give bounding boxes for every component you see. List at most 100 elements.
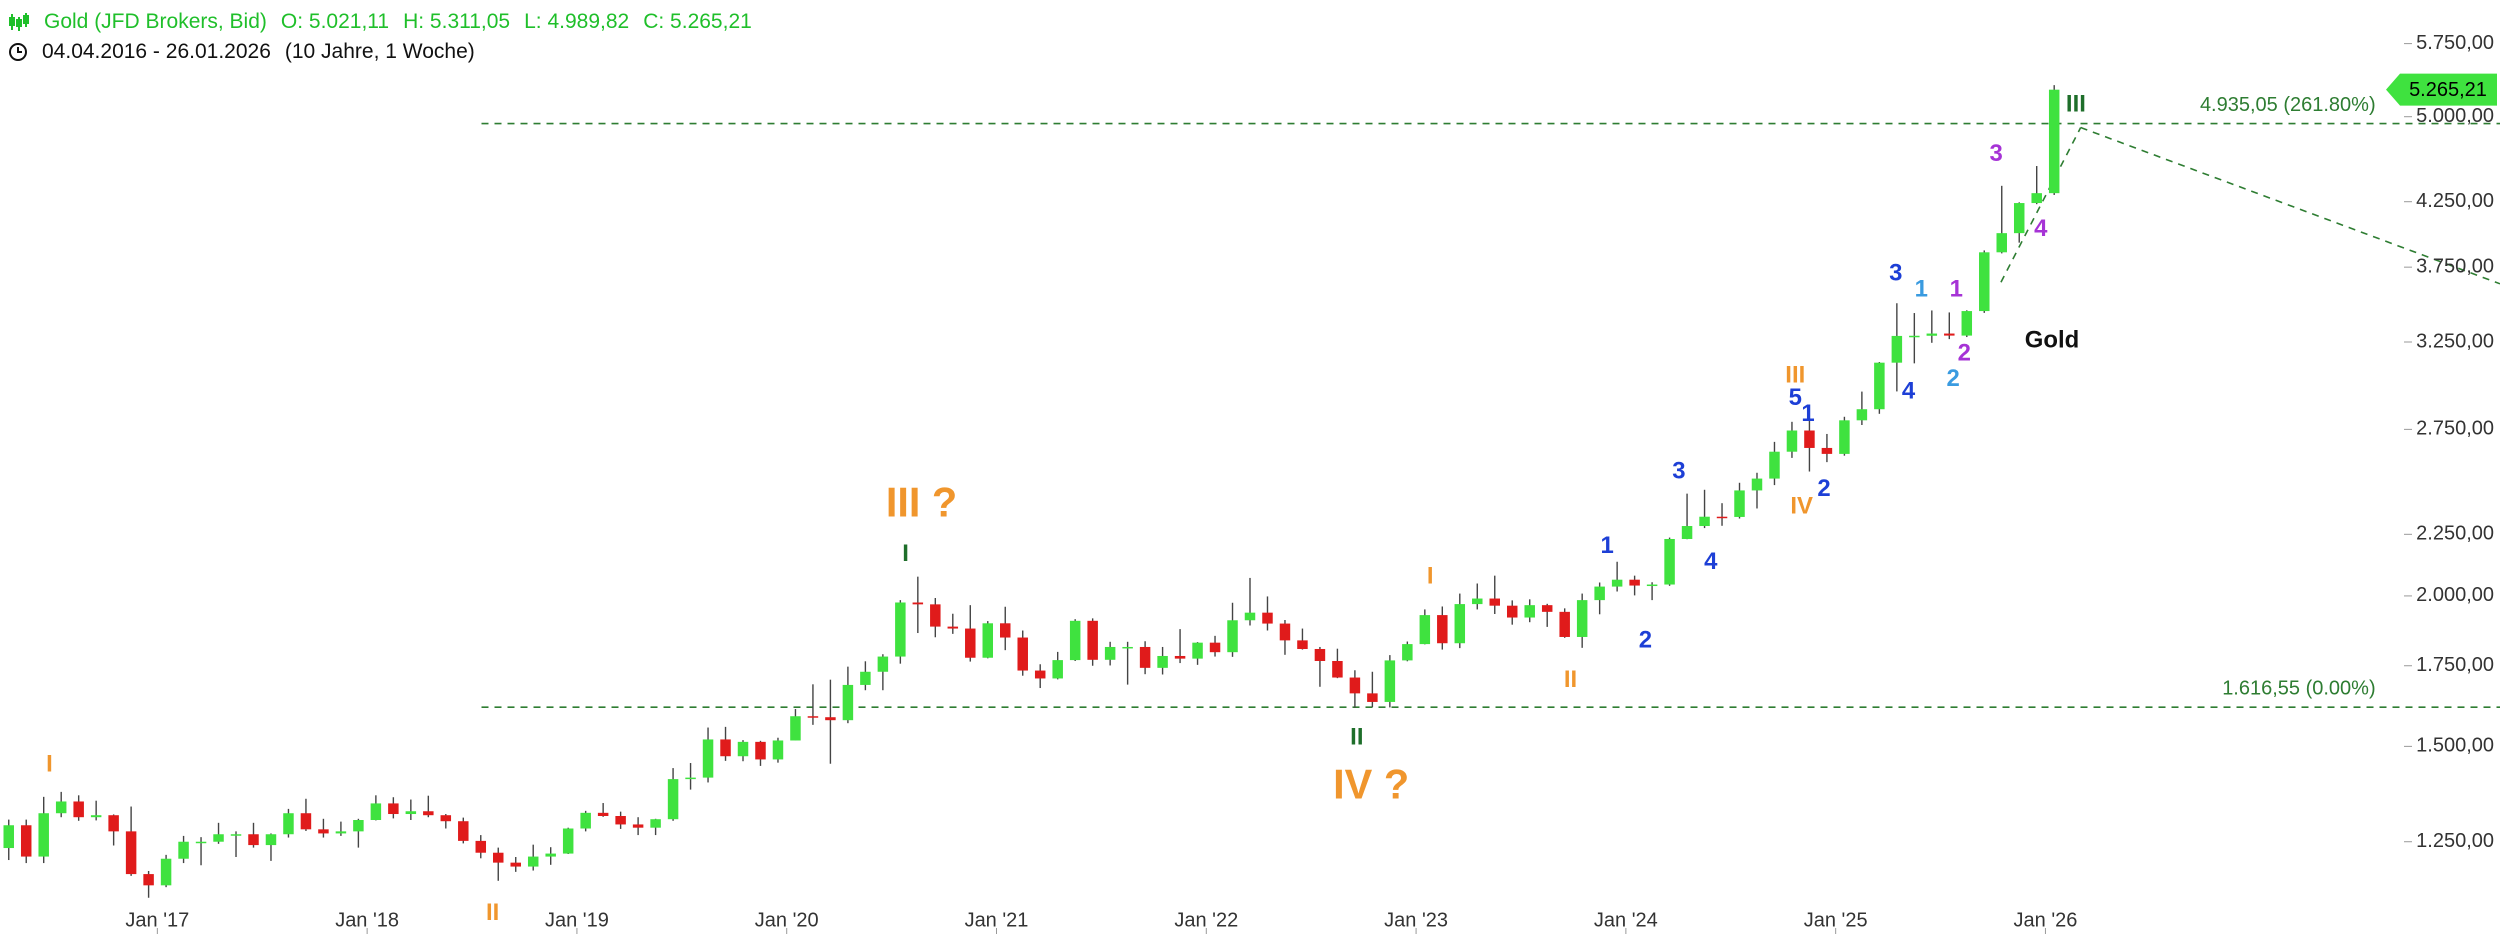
x-tick-label: Jan '23: [1384, 909, 1448, 931]
x-tick-label: Jan '22: [1174, 909, 1238, 931]
candle-body: [440, 815, 452, 822]
candle-body: [1751, 478, 1763, 491]
interval: (10 Jahre, 1 Woche): [284, 40, 475, 63]
wave-label: 1: [1915, 275, 1928, 302]
wave-label: 2: [1639, 626, 1652, 653]
legend-header: Gold (JFD Brokers, Bid) O: 5.021,11 H: 5…: [8, 10, 752, 34]
candle-body: [493, 852, 504, 863]
y-tick-label: 2.250,00: [2416, 523, 2494, 545]
candle-body: [982, 623, 994, 658]
candle-body: [1314, 648, 1326, 661]
candle-body: [1000, 623, 1011, 638]
symbol: Gold (JFD Brokers, Bid): [44, 10, 267, 33]
y-tick-label: 5.750,00: [2416, 32, 2494, 54]
candle-body: [1681, 526, 1693, 539]
candle-body: [1664, 538, 1675, 585]
candle-body: [1279, 623, 1291, 641]
candle-body: [562, 828, 574, 854]
level-label: 1.616,55 (0.00%): [2222, 678, 2375, 700]
wave-label: 1: [1600, 532, 1613, 559]
candle-body: [737, 741, 749, 757]
candle-body: [1856, 409, 1868, 421]
wave-label: III: [1785, 362, 1805, 389]
candle-body: [73, 801, 84, 818]
candle-body: [143, 874, 154, 886]
candle-body: [1944, 333, 1955, 336]
candle-body: [702, 739, 714, 778]
wave-label: I: [902, 540, 909, 567]
wave-label: III: [2066, 91, 2086, 118]
candle-body: [1839, 420, 1850, 454]
candle-body: [1891, 335, 1903, 363]
candle-body: [807, 716, 819, 718]
candle-body: [335, 831, 347, 834]
candle-body: [248, 834, 259, 846]
ohlc-low: L: 4.989,82: [524, 10, 630, 33]
candle-body: [1069, 620, 1081, 661]
candle-body: [1786, 430, 1798, 452]
y-tick-label: 5.000,00: [2416, 105, 2494, 127]
x-tick-label: Jan '21: [965, 909, 1029, 931]
candle-body: [370, 803, 382, 821]
candle-body: [1419, 615, 1431, 645]
candle-body: [860, 671, 871, 685]
ohlc-close: C: 5.265,21: [643, 10, 752, 33]
candle-body: [1821, 447, 1833, 454]
candle-body: [1349, 677, 1361, 694]
candle-body: [1052, 660, 1063, 679]
candle-body: [1174, 655, 1186, 659]
candle-body: [1996, 233, 2007, 253]
wave-label: 2: [1958, 339, 1971, 366]
y-tick-label: 1.500,00: [2416, 735, 2494, 757]
candle-body: [405, 811, 417, 815]
x-tick-label: Jan '26: [2014, 909, 2078, 931]
candle-body: [178, 841, 189, 859]
candle-body: [1874, 362, 1885, 410]
candle-body: [55, 801, 67, 814]
candle-body: [195, 841, 207, 844]
trend-line: [2000, 127, 2082, 283]
candle-body: [1402, 644, 1413, 661]
wave-label: I: [1427, 562, 1434, 589]
candle-body: [265, 834, 277, 846]
candle-body: [283, 813, 294, 835]
candle-body: [423, 811, 434, 816]
candle-body: [930, 604, 941, 627]
candle-body: [720, 739, 731, 757]
y-tick-label: 2.750,00: [2416, 418, 2494, 440]
candle-body: [1506, 605, 1518, 618]
candle-body: [947, 626, 959, 629]
wave-label: II: [486, 899, 499, 926]
candle-body: [2048, 89, 2060, 194]
candle-body: [825, 717, 836, 721]
wave-label: 3: [1672, 457, 1685, 484]
level-label: 4.935,05 (261.80%): [2200, 94, 2376, 116]
candle-body: [1594, 586, 1605, 601]
candle-body: [1332, 660, 1343, 678]
candle-body: [545, 853, 556, 857]
candle-body: [1017, 637, 1028, 671]
candle-body: [1909, 335, 1920, 338]
wave-label: 3: [1889, 260, 1902, 287]
candle-body: [1629, 579, 1640, 586]
candle-body: [842, 684, 854, 721]
candle-body: [1734, 490, 1745, 517]
wave-label: 1: [1950, 275, 1963, 302]
candle-body: [580, 812, 591, 829]
y-tick-label: 3.250,00: [2416, 330, 2494, 352]
wave-label: 2: [1817, 475, 1830, 502]
trend-line: [2080, 126, 2500, 285]
wave-label: 1: [1801, 400, 1814, 427]
ohlc-high: H: 5.311,05: [403, 10, 511, 33]
x-tick-label: Jan '20: [755, 909, 819, 931]
candle-body: [755, 741, 766, 760]
last-price-label: 5.265,21: [2409, 79, 2487, 101]
candle-body: [90, 815, 102, 818]
candle-body: [912, 602, 924, 605]
wave-label: I: [46, 751, 53, 778]
candle-body: [650, 819, 661, 828]
candle-body: [1104, 646, 1116, 660]
candle-body: [300, 813, 312, 830]
